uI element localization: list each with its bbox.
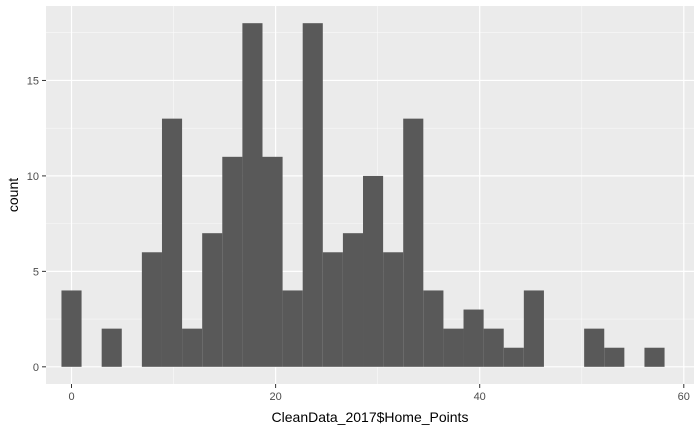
histogram-bar (202, 233, 223, 367)
histogram-bar (161, 118, 183, 367)
histogram-bar (262, 156, 283, 367)
histogram-bar (443, 328, 464, 367)
histogram-bar (483, 328, 504, 367)
histogram-bar (222, 156, 243, 367)
x-axis-title: CleanData_2017$Home_Points (272, 409, 469, 425)
histogram-bar (302, 23, 323, 367)
histogram-bar (604, 347, 625, 367)
histogram-bar (584, 328, 605, 367)
x-tick-label: 60 (678, 391, 690, 403)
y-tick-label: 0 (33, 362, 39, 374)
histogram-bar (363, 175, 384, 367)
histogram-bar (383, 252, 404, 367)
histogram-bar (503, 347, 524, 367)
histogram-bar (182, 328, 203, 367)
histogram-bar (644, 347, 665, 367)
histogram-bar (282, 290, 303, 367)
histogram-bar (523, 290, 544, 367)
histogram-bar (61, 290, 82, 367)
histogram-bar (342, 233, 364, 367)
histogram-bar (463, 309, 484, 367)
x-tick-label: 20 (269, 391, 281, 403)
histogram-bar (322, 252, 343, 367)
x-tick-label: 0 (68, 391, 74, 403)
bars (61, 23, 665, 367)
histogram-bar (101, 328, 122, 367)
y-tick-label: 5 (33, 266, 39, 278)
histogram-bar (242, 23, 263, 367)
histogram-bar (141, 252, 162, 367)
y-tick-label: 15 (27, 75, 39, 87)
histogram-bar (423, 290, 444, 367)
y-axis: 0 5 10 15 (27, 75, 46, 374)
y-tick-label: 10 (27, 171, 39, 183)
x-tick-label: 40 (474, 391, 486, 403)
histogram-bar (403, 118, 424, 367)
y-axis-title: count (5, 178, 21, 212)
x-axis: 0 20 40 60 (68, 384, 690, 403)
